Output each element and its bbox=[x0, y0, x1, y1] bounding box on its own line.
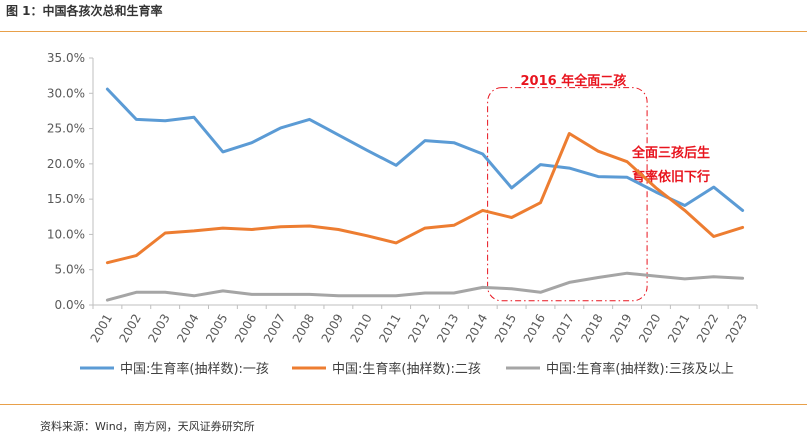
series-line-3 bbox=[105, 271, 745, 302]
y-tick-label: 35.0% bbox=[47, 51, 85, 65]
series-line-1 bbox=[105, 87, 745, 212]
x-tick-label: 2008 bbox=[290, 312, 317, 345]
axes: 0.0% 5.0% 10.0% 15.0% 20.0% 25.0% 30.0% 35.0% 20… bbox=[47, 51, 758, 345]
annotation-three-child-line2: 育率依旧下行 bbox=[632, 169, 710, 185]
x-tick-label: 2011 bbox=[376, 312, 403, 345]
top-rule bbox=[0, 31, 807, 32]
x-tick-label: 2003 bbox=[145, 312, 172, 345]
x-tick-label: 2018 bbox=[578, 312, 605, 345]
x-tick-label: 2012 bbox=[405, 312, 432, 345]
legend-label-1: 中国:生育率(抽样数):一孩 bbox=[120, 361, 269, 377]
x-tick-label: 2009 bbox=[319, 312, 346, 345]
y-tick-label: 25.0% bbox=[47, 122, 85, 136]
y-tick-label: 5.0% bbox=[55, 263, 86, 277]
y-tick-label: 0.0% bbox=[55, 298, 86, 312]
x-tick-label: 2015 bbox=[492, 312, 519, 345]
x-tick-label: 2007 bbox=[261, 312, 288, 345]
figure-title: 图 1：中国各孩次总和生育率 bbox=[6, 4, 163, 18]
x-tick-label: 2014 bbox=[463, 312, 490, 345]
x-tick-label: 2002 bbox=[117, 312, 144, 345]
x-tick-label: 2019 bbox=[607, 312, 634, 345]
x-tick-label: 2010 bbox=[347, 312, 374, 345]
y-tick-label: 20.0% bbox=[47, 157, 85, 171]
x-tick-label: 2021 bbox=[665, 312, 692, 345]
x-tick-label: 2004 bbox=[174, 312, 201, 345]
x-tick-label: 2005 bbox=[203, 312, 230, 345]
annotation-three-child-line1: 全面三孩后生 bbox=[631, 145, 710, 161]
x-tick-label: 2013 bbox=[434, 312, 461, 345]
x-tick-label: 2022 bbox=[694, 312, 721, 345]
y-tick-label: 15.0% bbox=[47, 192, 85, 206]
annotation-dashed-box bbox=[487, 87, 648, 302]
legend-label-2: 中国:生育率(抽样数):二孩 bbox=[332, 361, 481, 377]
annotation-two-child: 2016 年全面二孩 bbox=[520, 73, 626, 89]
bottom-rule bbox=[0, 404, 807, 405]
series-layer bbox=[105, 87, 745, 302]
y-tick-label: 30.0% bbox=[47, 86, 85, 100]
source-note: 资料来源：Wind，南方网，天风证券研究所 bbox=[40, 420, 255, 433]
x-tick-label: 2023 bbox=[723, 312, 750, 345]
y-tick-label: 10.0% bbox=[47, 227, 85, 241]
legend: 中国:生育率(抽样数):一孩 中国:生育率(抽样数):二孩 中国:生育率(抽样数):… bbox=[80, 361, 734, 377]
x-tick-label: 2020 bbox=[636, 312, 663, 345]
x-tick-label: 2006 bbox=[232, 312, 259, 345]
x-tick-label: 2017 bbox=[550, 312, 577, 345]
legend-label-3: 中国:生育率(抽样数):三孩及以上 bbox=[546, 361, 734, 377]
series-line-2 bbox=[105, 132, 745, 265]
x-tick-label: 2016 bbox=[521, 312, 548, 345]
x-tick-label: 2001 bbox=[88, 312, 115, 345]
